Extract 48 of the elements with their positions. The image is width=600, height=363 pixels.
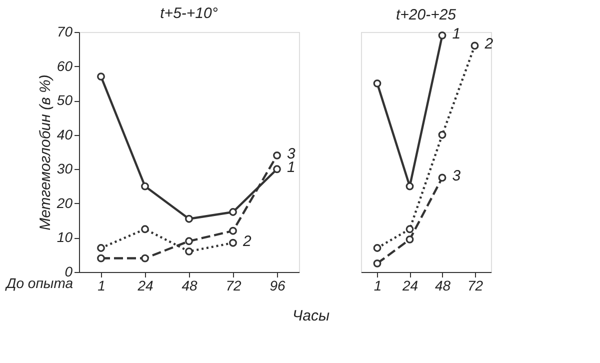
chart-title: t+20-+25 <box>396 6 457 24</box>
point <box>229 208 237 216</box>
y-tick-label: 40 <box>56 126 73 142</box>
point <box>273 165 281 174</box>
point <box>438 130 446 139</box>
point <box>185 247 193 256</box>
y-tick-label: 20 <box>56 194 73 211</box>
point <box>373 259 382 268</box>
point <box>97 254 105 262</box>
point <box>141 225 149 234</box>
point <box>373 244 382 252</box>
x-tick-label: 72 <box>467 278 484 294</box>
point <box>229 226 237 235</box>
point <box>141 254 149 262</box>
series-label: 1 <box>452 25 461 42</box>
y-axis-title: Метгемоглобин (в %) <box>36 74 54 230</box>
y-tick-label: 10 <box>56 229 73 246</box>
point <box>185 214 193 223</box>
y-tick-label: 30 <box>56 160 73 177</box>
point <box>97 244 105 252</box>
point <box>141 182 149 190</box>
x-tick-label: 1 <box>374 278 382 294</box>
point <box>406 235 414 244</box>
point <box>185 237 193 246</box>
series-label: 2 <box>242 232 252 250</box>
series-label: 3 <box>452 168 462 185</box>
point <box>97 72 105 81</box>
point <box>470 42 479 50</box>
point <box>406 225 414 234</box>
point <box>406 182 414 190</box>
x-tick-label: 48 <box>434 278 451 294</box>
y-tick-label: 70 <box>56 24 73 40</box>
x-tick-label: 72 <box>226 278 242 294</box>
x-tick-label: 1 <box>98 278 106 294</box>
point <box>229 238 237 247</box>
point <box>438 174 446 182</box>
y-tick-label: 60 <box>56 58 73 74</box>
series-label: 2 <box>484 36 494 53</box>
y-tick-label: 50 <box>56 92 73 108</box>
point <box>438 31 446 40</box>
x-tick-label: 24 <box>136 278 154 294</box>
x-tick-label: 96 <box>270 278 286 294</box>
point <box>273 151 281 160</box>
x-tick-label: 24 <box>401 278 418 294</box>
x-tick-label: 48 <box>182 278 198 294</box>
x-axis-title: Часы <box>292 308 330 324</box>
point <box>373 79 382 88</box>
chart-title: t+5-+10° <box>160 5 218 22</box>
